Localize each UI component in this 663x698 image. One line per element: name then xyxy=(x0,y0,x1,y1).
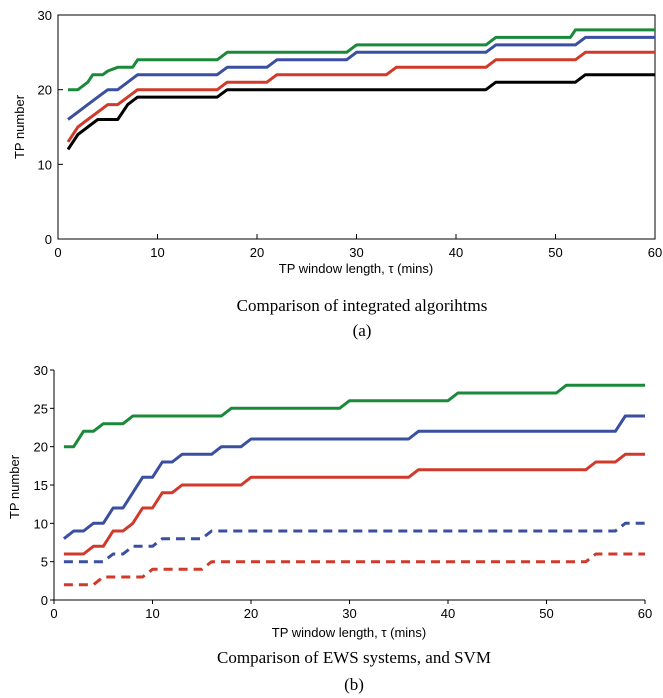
series-line-a-1 xyxy=(68,28,655,92)
series-group-a xyxy=(66,28,655,151)
x-tick-label: 50 xyxy=(539,606,553,621)
x-tick-label: 30 xyxy=(349,245,363,260)
y-tick-label: 20 xyxy=(38,83,52,98)
x-tick-label: 30 xyxy=(342,606,356,621)
series-line-b-1 xyxy=(63,383,645,449)
panel-label-a: (a) xyxy=(353,321,372,340)
y-tick-label: 20 xyxy=(34,440,48,455)
y-tick-label: 25 xyxy=(34,401,48,416)
y-axis-label-a: TP number xyxy=(12,94,27,159)
axis-ticks-a: 0 10 20 30 40 50 60 0 10 20 30 xyxy=(38,8,663,260)
x-tick-label: 10 xyxy=(150,245,164,260)
y-tick-label: 0 xyxy=(45,232,52,247)
x-tick-label: 10 xyxy=(145,606,159,621)
x-tick-label: 60 xyxy=(638,606,652,621)
series-line-b-5 xyxy=(63,552,645,587)
x-tick-label: 0 xyxy=(54,245,61,260)
y-tick-label: 0 xyxy=(41,593,48,608)
x-axis-label-b: TP window length, τ (mins) xyxy=(272,625,426,640)
x-tick-label: 20 xyxy=(244,606,258,621)
x-tick-label: 50 xyxy=(548,245,562,260)
y-tick-label: 10 xyxy=(34,516,48,531)
chart-panel-a: 0 10 20 30 40 50 60 0 10 20 30 TP window length, τ… xyxy=(12,8,662,340)
x-axis-label-a: TP window length, τ (mins) xyxy=(279,261,433,276)
series-line-a-2 xyxy=(67,35,655,121)
chart-panel-b: 0 10 20 30 40 50 60 0 5 10 15 20 25 30 TP window leng… xyxy=(7,363,652,694)
series-line-a-4 xyxy=(66,73,655,151)
series-line-b-2 xyxy=(62,414,645,540)
x-tick-label: 40 xyxy=(449,245,463,260)
series-group-b xyxy=(62,383,645,587)
y-tick-label: 30 xyxy=(38,8,52,23)
y-axis-label-b: TP number xyxy=(7,454,22,519)
series-line-b-3 xyxy=(63,452,645,556)
caption-a: Comparison of integrated algorihtms xyxy=(237,296,488,315)
caption-b: Comparison of EWS systems, and SVM xyxy=(217,648,491,667)
x-tick-label: 60 xyxy=(648,245,662,260)
series-line-a-3 xyxy=(66,50,655,143)
series-line-b-4 xyxy=(63,521,645,564)
x-tick-label: 40 xyxy=(441,606,455,621)
y-tick-label: 30 xyxy=(34,363,48,378)
panel-label-b: (b) xyxy=(344,675,364,694)
y-tick-label: 10 xyxy=(38,157,52,172)
axis-ticks-b: 0 10 20 30 40 50 60 0 5 10 15 20 25 30 xyxy=(34,363,653,621)
plot-area-a xyxy=(57,14,656,240)
y-tick-label: 15 xyxy=(34,478,48,493)
y-tick-label: 5 xyxy=(41,555,48,570)
x-tick-label: 0 xyxy=(50,606,57,621)
x-tick-label: 20 xyxy=(250,245,264,260)
